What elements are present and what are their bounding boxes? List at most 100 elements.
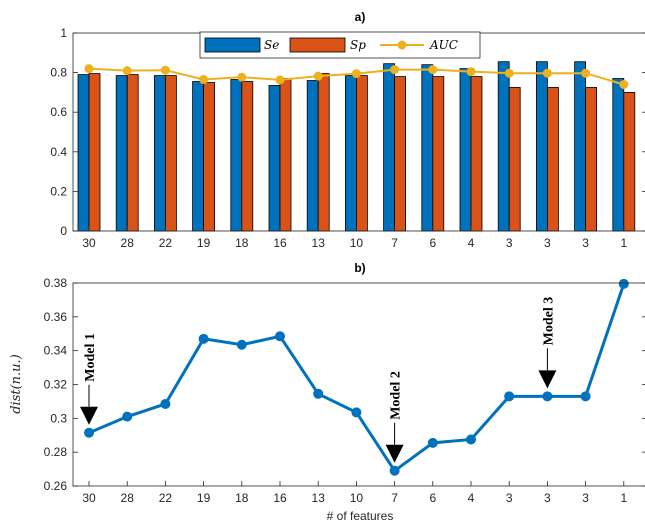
- dist-point-14: [618, 278, 629, 289]
- legend-se-swatch: [204, 37, 261, 53]
- b-xtick-label-11: 3: [506, 491, 513, 505]
- bar-se-5: [268, 85, 281, 232]
- auc-point-13: [581, 68, 591, 78]
- auc-point-8: [390, 65, 400, 75]
- bar-sp-5: [279, 78, 292, 232]
- panel-a-title: a): [355, 10, 366, 24]
- bar-sp-3: [203, 82, 216, 232]
- b-xtick-label-8: 7: [391, 491, 398, 505]
- auc-point-14: [619, 79, 629, 89]
- bar-sp-11: [508, 87, 521, 232]
- a-xtick-label-13: 3: [582, 236, 589, 250]
- dist-point-5: [275, 331, 285, 342]
- b-xtick-label-9: 6: [429, 491, 436, 505]
- a-xtick-label-11: 3: [506, 236, 513, 250]
- panel-a-bars: [77, 61, 636, 232]
- bar-sp-12: [547, 87, 559, 232]
- legend-sp-label: Sp: [350, 38, 366, 52]
- auc-point-12: [542, 68, 552, 78]
- dist-point-3: [198, 333, 209, 344]
- a-xtick-label-14: 1: [620, 236, 627, 250]
- panel-a-x-ticks: 30 28 22 19 18 16 13 10 7 6 4 3 3 3 1: [82, 226, 627, 250]
- b-ytick-label-2: 0.3: [50, 411, 67, 425]
- auc-point-7: [351, 69, 361, 79]
- b-xtick-label-0: 30: [82, 491, 96, 505]
- bar-se-8: [383, 63, 396, 232]
- model-label-0: Model 1: [83, 333, 98, 382]
- a-xtick-label-9: 6: [429, 236, 436, 250]
- bar-se-14: [612, 78, 625, 232]
- legend-sp-swatch: [289, 37, 346, 53]
- dist-point-11: [504, 391, 515, 402]
- a-ytick-label-2: 0.4: [50, 145, 67, 159]
- b-ytick-label-4: 0.34: [44, 344, 68, 358]
- model-arrow-head-2: [538, 370, 557, 389]
- a-ytick-label-4: 0.8: [50, 66, 67, 80]
- bar-se-6: [306, 80, 319, 232]
- x-axis-label: # of features: [327, 509, 394, 523]
- dist-point-1: [122, 411, 133, 422]
- a-ytick-label-1: 0.2: [50, 184, 67, 198]
- b-ytick-label-3: 0.32: [44, 378, 68, 392]
- b-ytick-label-5: 0.36: [44, 310, 68, 324]
- dist-point-9: [427, 437, 438, 448]
- bar-sp-14: [623, 92, 636, 232]
- b-xtick-label-5: 16: [273, 491, 287, 505]
- panel-b: b) 0.26 0.28 0.3 0.32 0.34 0.36 0.38 30 28 22 19 1…: [9, 261, 645, 523]
- dist-point-4: [236, 339, 247, 350]
- panel-a-legend: Se Sp AUC: [199, 31, 481, 59]
- bar-sp-9: [432, 76, 445, 232]
- dist-point-0: [84, 427, 94, 438]
- legend-auc-marker: [397, 40, 407, 50]
- panel-b-annotations: Model 1 Model 2 Model 3: [80, 297, 557, 463]
- a-xtick-label-10: 4: [468, 236, 475, 250]
- dist-point-2: [160, 398, 171, 409]
- b-xtick-label-1: 28: [121, 491, 135, 505]
- a-xtick-label-12: 3: [544, 236, 551, 250]
- bar-sp-7: [355, 75, 368, 232]
- b-xtick-label-14: 1: [620, 491, 627, 505]
- legend-auc-label: AUC: [429, 38, 458, 52]
- auc-point-11: [504, 68, 514, 78]
- a-xtick-label-2: 22: [159, 236, 173, 250]
- auc-point-9: [428, 65, 438, 75]
- model-arrow-head-0: [80, 406, 98, 425]
- dist-point-6: [313, 388, 324, 399]
- dist-point-12: [542, 391, 553, 402]
- panel-b-title: b): [354, 261, 365, 275]
- auc-point-6: [313, 71, 323, 81]
- panel-a-auc-line: [84, 64, 629, 89]
- auc-point-3: [199, 75, 209, 85]
- b-ytick-label-1: 0.28: [44, 445, 68, 459]
- panel-a: a) 00.20.40.60.81 30 28 22 19 18 16 13 10 7 6 4 3 3 3…: [50, 10, 645, 250]
- bar-se-12: [536, 61, 548, 232]
- model-label-2: Model 3: [541, 297, 556, 346]
- bar-se-0: [77, 74, 90, 232]
- auc-point-10: [466, 67, 476, 77]
- b-ytick-label-0: 0.26: [44, 479, 68, 493]
- a-xtick-label-0: 30: [82, 236, 96, 250]
- legend-se-label: Se: [264, 38, 279, 52]
- b-xtick-label-13: 3: [582, 491, 589, 505]
- bar-se-13: [574, 61, 586, 232]
- auc-point-0: [84, 64, 94, 74]
- dist-point-8: [389, 465, 400, 476]
- bar-se-9: [421, 64, 434, 232]
- bar-sp-0: [88, 73, 101, 232]
- panel-b-x-ticks: 30 28 22 19 18 16 13 10 7 6 4 3 3 3 1: [82, 481, 627, 505]
- a-xtick-label-6: 13: [312, 236, 326, 250]
- auc-point-5: [275, 75, 285, 85]
- b-xtick-label-4: 18: [235, 491, 249, 505]
- model-arrow-head-1: [385, 444, 404, 463]
- a-xtick-label-1: 28: [121, 236, 135, 250]
- dist-point-10: [466, 434, 476, 445]
- bar-sp-6: [317, 73, 330, 232]
- bar-sp-8: [394, 76, 407, 232]
- a-xtick-label-3: 19: [197, 236, 211, 250]
- b-xtick-label-2: 22: [159, 491, 173, 505]
- bar-se-10: [459, 68, 472, 232]
- auc-point-2: [160, 65, 170, 75]
- bar-se-3: [192, 81, 205, 232]
- b-xtick-label-12: 3: [544, 491, 551, 505]
